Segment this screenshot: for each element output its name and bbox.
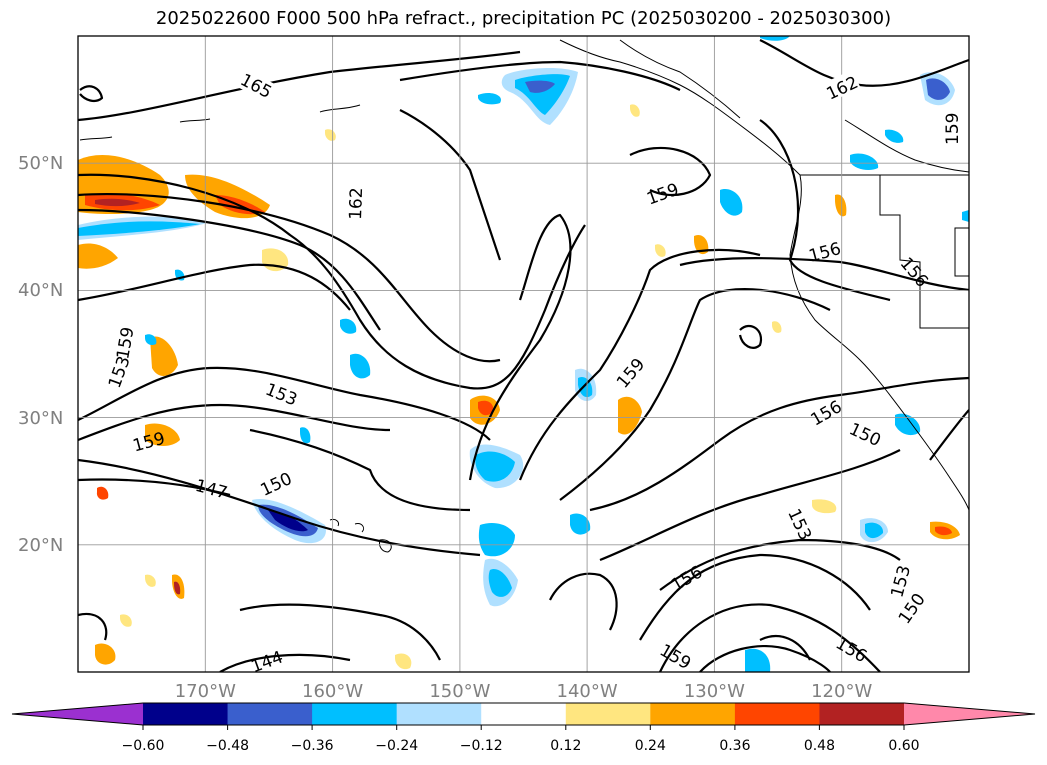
negative-pc-shading <box>78 36 969 672</box>
colorbar: −0.60 −0.48 −0.36 −0.24 −0.12 0.12 0.24 … <box>11 702 1036 754</box>
cb-tick-label: 0.48 <box>804 738 835 754</box>
lon-label-150w: 150°W <box>429 681 490 702</box>
lat-label-50n: 50°N <box>18 153 63 174</box>
colorbar-segment <box>227 703 313 725</box>
lat-label-40n: 40°N <box>18 280 63 301</box>
colorbar-segment <box>650 703 736 725</box>
colorbar-segment <box>396 703 482 725</box>
longitude-labels: 170°W 160°W 150°W 140°W 130°W 120°W <box>175 681 873 702</box>
cb-tick-label: −0.60 <box>122 738 165 754</box>
cb-tick-label: −0.24 <box>375 738 418 754</box>
coastlines <box>79 39 969 553</box>
colorbar-segment <box>481 703 567 725</box>
colorbar-segment <box>819 703 905 725</box>
colorbar-ticks <box>142 725 905 730</box>
graticule <box>78 36 969 672</box>
cb-tick-label: −0.12 <box>460 738 503 754</box>
map-title: 2025022600 F000 500 hPa refract., precip… <box>155 8 892 29</box>
latitude-labels: 50°N 40°N 30°N 20°N <box>18 153 63 556</box>
colorbar-segment <box>734 703 820 725</box>
cb-tick-label: −0.48 <box>206 738 249 754</box>
lon-label-130w: 130°W <box>684 681 745 702</box>
cb-tick-label: 0.12 <box>550 738 581 754</box>
refractivity-contours <box>78 39 969 672</box>
map-frame <box>77 35 970 673</box>
cb-tick-label: −0.36 <box>291 738 334 754</box>
map-area: 165 162 162 159 159 159 159 159 159 156 … <box>78 36 969 672</box>
colorbar-segments <box>12 703 1035 725</box>
colorbar-segment <box>312 703 398 725</box>
lat-label-20n: 20°N <box>18 535 63 556</box>
lon-label-120w: 120°W <box>811 681 872 702</box>
colorbar-tick-labels: −0.60 −0.48 −0.36 −0.24 −0.12 0.12 0.24 … <box>122 738 920 754</box>
colorbar-segment <box>143 703 229 725</box>
lon-label-170w: 170°W <box>175 681 236 702</box>
lon-label-160w: 160°W <box>302 681 363 702</box>
lon-label-140w: 140°W <box>557 681 618 702</box>
colorbar-extension-high <box>904 703 1035 725</box>
cb-tick-label: 0.24 <box>635 738 666 754</box>
cb-tick-label: 0.60 <box>888 738 919 754</box>
colorbar-extension-low <box>12 703 143 725</box>
lat-label-30n: 30°N <box>18 408 63 429</box>
colorbar-segment <box>565 703 651 725</box>
contour-label-159-east: 159 <box>943 113 963 145</box>
contour-label-162: 162 <box>346 187 367 220</box>
cb-tick-label: 0.36 <box>719 738 750 754</box>
